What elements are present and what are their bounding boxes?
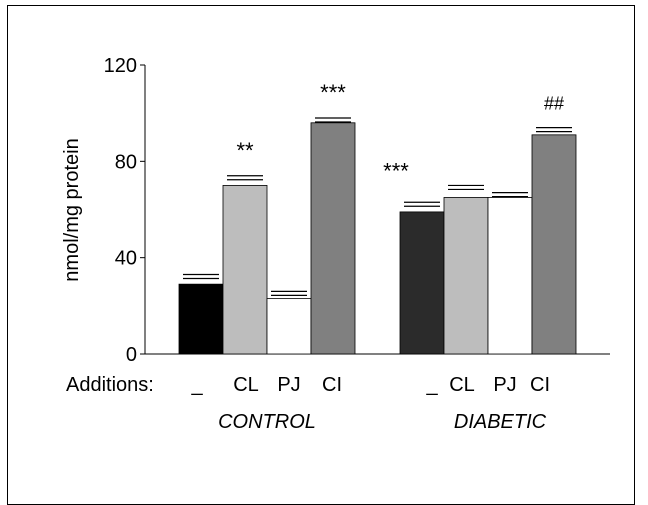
x-tick-label: _: [190, 374, 203, 396]
bar-chart: 0 40 80 120 nmol/mg protein _ ** CL PJ *** CI CONTR…: [61, 55, 610, 433]
labels: 0 40 80 120 nmol/mg protein _ ** CL PJ *** CI CONTR…: [61, 55, 564, 433]
bar: [222, 185, 268, 355]
x-tick-label: _: [425, 374, 438, 396]
y-tick-label: 0: [126, 344, 137, 366]
y-tick-label: 120: [104, 55, 137, 77]
bar: [266, 298, 312, 355]
group-label: CONTROL: [218, 411, 316, 433]
y-axis-title: nmol/mg protein: [61, 138, 83, 281]
x-tick-label: CI: [530, 374, 550, 396]
significance-marker: **: [236, 138, 254, 163]
bar: [487, 197, 533, 355]
bar: [399, 211, 445, 355]
y-tick-label: 80: [115, 151, 137, 173]
bar: [178, 283, 224, 355]
x-tick-label: PJ: [493, 374, 516, 396]
additions-label: Additions:: [66, 374, 154, 396]
bar: [310, 122, 356, 355]
significance-marker: ##: [544, 94, 564, 114]
significance-marker: ***: [383, 158, 409, 183]
x-tick-label: PJ: [277, 374, 300, 396]
significance-marker: ***: [320, 80, 346, 105]
group-label: DIABETIC: [454, 411, 547, 433]
y-tick-label: 40: [115, 248, 137, 270]
bars: [178, 117, 577, 355]
x-tick-label: CL: [233, 374, 259, 396]
x-tick-label: CL: [449, 374, 475, 396]
bar: [531, 134, 577, 355]
bar: [443, 197, 489, 355]
x-tick-label: CI: [322, 374, 342, 396]
